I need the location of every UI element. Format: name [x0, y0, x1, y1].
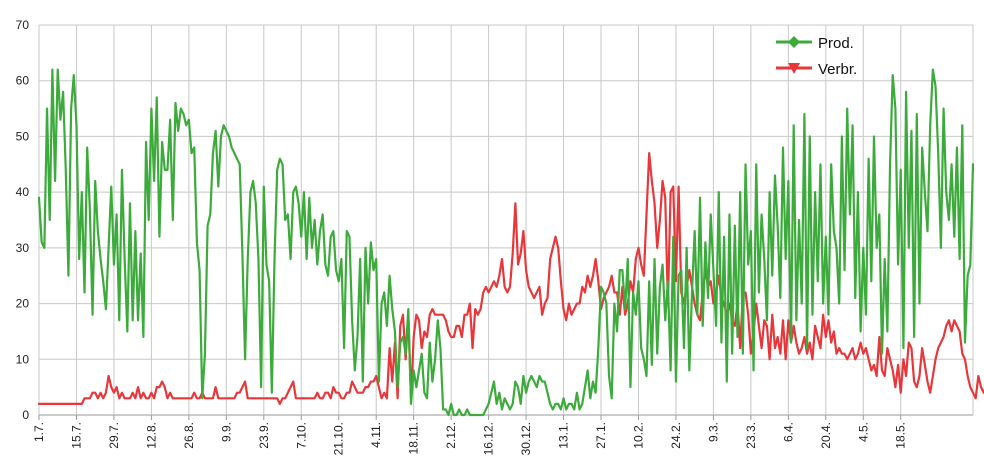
y-tick-label: 10: [16, 352, 30, 366]
x-tick-label: 4.5.: [856, 422, 870, 442]
grid: [38, 24, 974, 420]
x-tick-label: 29.7.: [107, 422, 121, 449]
x-tick-label: 13.1.: [557, 422, 571, 449]
y-tick-label: 20: [16, 297, 30, 311]
x-tick-label: 7.10.: [294, 422, 308, 449]
legend-marker-verbr-icon: [788, 63, 800, 74]
x-tick-label: 6.4.: [781, 422, 795, 442]
y-tick-label: 50: [16, 129, 30, 143]
x-tick-label: 21.10.: [332, 422, 346, 455]
x-tick-label: 2.12.: [444, 422, 458, 449]
x-tick-label: 18.11.: [407, 422, 421, 454]
x-tick-label: 10.2.: [631, 422, 645, 449]
x-tick-label: 16.12.: [482, 422, 496, 455]
x-tick-label: 20.4.: [819, 422, 833, 449]
x-tick-label: 9.3.: [706, 422, 720, 442]
series-line-verbr: [37, 152, 984, 405]
legend-marker-prod-icon: [788, 36, 800, 48]
y-tick-label: 30: [16, 241, 30, 255]
x-tick-label: 23.9.: [257, 422, 271, 449]
y-tick-label: 0: [22, 408, 29, 422]
y-tick-label: 70: [16, 18, 30, 32]
x-tick-label: 18.5.: [894, 422, 908, 449]
y-tick-label: 60: [16, 74, 30, 88]
x-tick-label: 30.12.: [519, 422, 533, 455]
x-axis-ticks: 1.7. 15.7. 29.7. 12.8. 26.8. 9.9. 23.9. 7.10. 21…: [32, 422, 908, 455]
x-tick-label: 12.8.: [144, 422, 158, 449]
x-tick-label: 23.3.: [744, 422, 758, 449]
legend-label-verbr: Verbr.: [818, 61, 857, 78]
legend: Prod. Verbr.: [776, 35, 857, 78]
x-tick-label: 1.7.: [32, 422, 46, 442]
legend-label-prod: Prod.: [818, 35, 854, 52]
series-layer: [37, 68, 984, 417]
y-tick-label: 40: [16, 185, 30, 199]
x-tick-label: 15.7.: [69, 422, 83, 449]
x-tick-label: 24.2.: [669, 422, 683, 449]
series-line-prod: [37, 68, 975, 417]
x-tick-label: 27.1.: [594, 422, 608, 449]
x-tick-label: 4.11.: [369, 422, 383, 448]
x-tick-label: 26.8.: [182, 422, 196, 449]
y-axis-ticks: 0 10 20 30 40 50 60 70: [16, 18, 30, 422]
x-tick-label: 9.9.: [219, 422, 233, 442]
